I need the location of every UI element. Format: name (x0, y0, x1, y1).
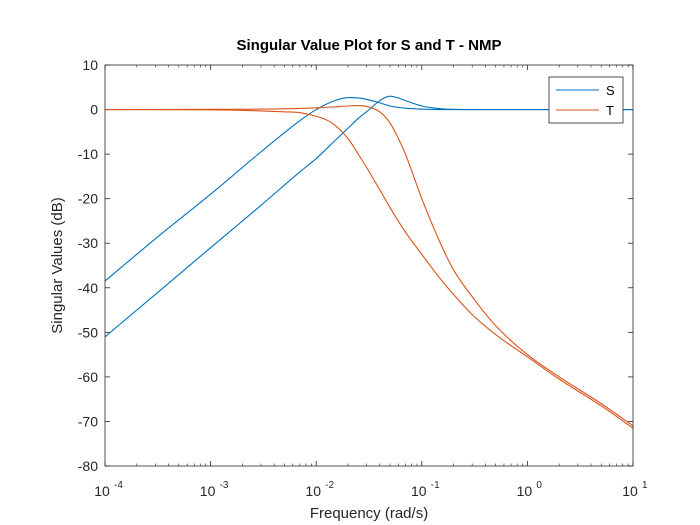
x-tick-exponent: -2 (325, 480, 334, 491)
y-tick-label: -10 (78, 146, 98, 162)
y-tick-label: 10 (82, 57, 98, 73)
y-tick-label: -20 (78, 191, 98, 207)
x-tick-exponent: 1 (642, 480, 648, 491)
x-tick-exponent: 0 (536, 480, 542, 491)
axes-box (104, 64, 634, 467)
legend-label-t: T (606, 103, 614, 118)
y-tick-label: -30 (78, 235, 98, 251)
x-tick-label: 10 (305, 483, 321, 499)
y-tick-label: 0 (90, 102, 98, 118)
plot-area (105, 65, 633, 466)
legend-label-s: S (606, 83, 615, 98)
series-t-line-2 (104, 104, 634, 427)
y-tick-label: -80 (78, 458, 98, 474)
x-tick-label: 10 (622, 483, 638, 499)
series-s-line-2 (104, 95, 633, 338)
x-tick-exponent: -1 (431, 480, 440, 491)
chart-title: Singular Value Plot for S and T - NMP (236, 37, 501, 54)
x-tick-label: 10 (200, 483, 216, 499)
y-axis-label: Singular Values (dB) (49, 197, 66, 333)
legend: ST (548, 76, 624, 124)
x-tick-label: 10 (411, 483, 427, 499)
y-tick-label: -70 (78, 413, 98, 429)
series-t-line-1 (104, 109, 634, 429)
x-tick-label: 10 (94, 483, 110, 499)
y-tick-label: -50 (78, 324, 98, 340)
legend-box (548, 76, 624, 124)
x-tick-label: 10 (517, 483, 533, 499)
x-tick-exponent: -3 (220, 480, 229, 491)
x-axis-label: Frequency (rad/s) (310, 505, 428, 522)
y-tick-label: -40 (78, 280, 98, 296)
x-tick-exponent: -4 (114, 480, 123, 491)
series-lines (104, 95, 634, 429)
y-tick-label: -60 (78, 369, 98, 385)
